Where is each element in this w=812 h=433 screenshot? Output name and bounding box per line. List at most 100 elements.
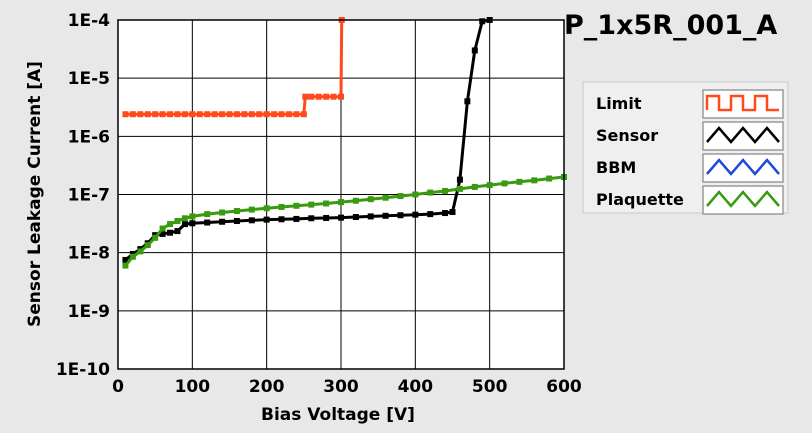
x-tick-label: 0: [112, 377, 124, 397]
data-point-plaquette: Plaquette: 60 V, 2.60e-8 A: [159, 225, 166, 232]
data-point-plaquette: Plaquette: 420 V, 1.08e-7 A: [427, 189, 434, 196]
x-tick-label: 300: [323, 377, 359, 397]
data-point-plaquette: Plaquette: 300 V, 7.40e-8 A: [338, 199, 344, 206]
data-point-plaquette: Plaquette: 480 V, 1.35e-7 A: [471, 183, 478, 190]
data-point-sensor: Sensor: 240 V, 3.80e-8 A: [293, 215, 300, 222]
x-tick-label: 500: [472, 377, 508, 397]
data-point-plaquette: Plaquette: 540 V, 1.65e-7 A: [516, 178, 523, 185]
data-point-limit: Limit: 150 V, 2.40e-6 A: [226, 111, 233, 118]
legend-label-bbm: BBM: [596, 158, 636, 177]
y-tick-label: 1E-9: [68, 302, 110, 322]
x-tick-label: 100: [175, 377, 211, 397]
data-point-sensor: Sensor: 80 V, 2.35e-8 A: [174, 228, 181, 235]
y-tick-label: 1E-8: [68, 244, 110, 264]
data-point-limit: Limit: 240 V, 2.40e-6 A: [293, 111, 300, 118]
data-point-plaquette: Plaquette: 180 V, 5.50e-8 A: [248, 206, 255, 213]
data-point-limit: Limit: 20 V, 2.40e-6 A: [129, 111, 136, 118]
data-point-limit: Limit: 120 V, 2.40e-6 A: [204, 111, 211, 118]
y-tick-label: 1E-4: [68, 11, 110, 31]
data-point-sensor: Sensor: 450 V, 5.00e-8 A: [449, 209, 456, 216]
data-point-plaquette: Plaquette: 400 V, 1.00e-7 A: [412, 191, 419, 198]
data-point-sensor: Sensor: 440 V, 4.80e-8 A: [442, 210, 449, 217]
data-point-limit: Limit: 210 V, 2.40e-6 A: [271, 111, 278, 118]
data-point-plaquette: Plaquette: 10 V, 6.00e-9 A: [122, 262, 129, 269]
data-point-sensor: Sensor: 420 V, 4.60e-8 A: [427, 211, 434, 218]
data-point-plaquette: Plaquette: 520 V, 1.55e-7 A: [501, 180, 508, 187]
x-tick-label: 400: [398, 377, 434, 397]
legend-item-bbm: BBM: [596, 153, 784, 183]
tick-labels: 0 100 200 300 400 500 600 1E-10 1E-9 1E-8 1E-7 1E-6…: [56, 11, 582, 397]
data-point-sensor: Sensor: 480 V, 3.00e-5 A: [471, 47, 478, 54]
data-point-plaquette: Plaquette: 20 V, 8.50e-9 A: [129, 253, 136, 260]
data-point-plaquette: Plaquette: 340 V, 8.30e-8 A: [367, 196, 374, 203]
data-point-limit: Limit: 290 V, 4.80e-6 A: [330, 93, 337, 100]
data-point-plaquette: Plaquette: 90 V, 3.90e-8 A: [181, 215, 188, 222]
legend-label-plaquette: Plaquette: [596, 190, 684, 209]
data-point-limit: Limit: 40 V, 2.40e-6 A: [144, 111, 151, 118]
data-point-limit: Limit: 170 V, 2.40e-6 A: [241, 111, 248, 118]
y-axis-title: Sensor Leakage Current [A]: [25, 61, 45, 327]
data-point-limit: Limit: 270 V, 4.80e-6 A: [315, 93, 322, 100]
data-point-sensor: Sensor: 180 V, 3.60e-8 A: [248, 217, 255, 224]
data-point-plaquette: Plaquette: 70 V, 3.10e-8 A: [167, 221, 174, 228]
data-point-plaquette: Plaquette: 220 V, 6.10e-8 A: [278, 203, 285, 210]
legend-glyph-plaquette: [706, 190, 780, 208]
plot-frame: [117, 19, 565, 370]
data-point-plaquette: Plaquette: 460 V, 1.25e-7 A: [456, 185, 463, 192]
legend-glyph-bbm: [706, 158, 780, 176]
data-point-plaquette: Plaquette: 100 V, 4.20e-8 A: [189, 213, 196, 220]
data-point-plaquette: Plaquette: 120 V, 4.60e-8 A: [204, 211, 211, 218]
data-point-plaquette: Plaquette: 240 V, 6.40e-8 A: [293, 202, 300, 209]
data-point-limit: Limit: 300 V, 4.80e-6 A: [338, 93, 344, 100]
data-point-sensor: Sensor: 320 V, 4.10e-8 A: [352, 214, 359, 221]
data-point-sensor: Sensor: 220 V, 3.75e-8 A: [278, 216, 285, 223]
data-point-limit: Limit: 110 V, 2.40e-6 A: [196, 111, 203, 118]
data-point-plaquette: Plaquette: 200 V, 5.80e-8 A: [263, 205, 270, 212]
data-point-sensor: Sensor: 260 V, 3.90e-8 A: [308, 215, 315, 222]
data-point-limit: Limit: 280 V, 4.80e-6 A: [323, 93, 330, 100]
data-point-limit: Limit: 70 V, 2.40e-6 A: [167, 111, 174, 118]
legend-item-plaquette: Plaquette: [596, 185, 784, 215]
data-point-sensor: Sensor: 340 V, 4.20e-8 A: [367, 213, 374, 220]
data-point-limit: Limit: 130 V, 2.40e-6 A: [211, 111, 218, 118]
data-point-limit: Limit: 160 V, 2.40e-6 A: [233, 111, 240, 118]
legend-glyph-limit: [705, 94, 779, 112]
legend-label-limit: Limit: [596, 94, 642, 113]
y-tick-label: 1E-10: [56, 360, 110, 380]
data-point-limit: Limit: 252 V, 4.80e-6 A: [302, 93, 309, 100]
data-point-limit: Limit: 50 V, 2.40e-6 A: [152, 111, 159, 118]
data-point-plaquette: Plaquette: 320 V, 7.80e-8 A: [352, 197, 359, 204]
data-point-sensor: Sensor: 60 V, 2.10e-8 A: [159, 230, 166, 237]
data-point-sensor: Sensor: 460 V, 1.80e-7 A: [456, 176, 463, 183]
data-point-limit: Limit: 140 V, 2.40e-6 A: [219, 111, 226, 118]
data-point-sensor: Sensor: 360 V, 4.30e-8 A: [382, 212, 389, 219]
data-point-sensor: Sensor: 380 V, 4.40e-8 A: [397, 212, 404, 219]
x-axis-title: Bias Voltage [V]: [261, 405, 415, 425]
data-point-plaquette: Plaquette: 440 V, 1.15e-7 A: [442, 187, 449, 194]
legend-label-sensor: Sensor: [596, 126, 658, 145]
x-tick-label: 200: [249, 377, 285, 397]
data-point-sensor: Sensor: 140 V, 3.40e-8 A: [219, 218, 226, 225]
data-point-sensor: Sensor: 300 V, 4.00e-8 A: [338, 214, 344, 221]
data-point-limit: Limit: 220 V, 2.40e-6 A: [278, 111, 285, 118]
data-point-limit: Limit: 200 V, 2.40e-6 A: [263, 111, 270, 118]
data-point-limit: Limit: 30 V, 2.40e-6 A: [137, 111, 144, 118]
data-point-plaquette: Plaquette: 30 V, 1.05e-8 A: [137, 248, 144, 255]
legend-glyph-sensor: [706, 126, 780, 144]
data-point-sensor: Sensor: 160 V, 3.50e-8 A: [233, 218, 240, 225]
data-point-plaquette: Plaquette: 500 V, 1.45e-7 A: [486, 182, 493, 189]
data-point-sensor: Sensor: 200 V, 3.70e-8 A: [263, 216, 270, 223]
data-point-sensor: Sensor: 10 V, 7.50e-9 A: [122, 256, 129, 263]
data-point-plaquette: Plaquette: 160 V, 5.20e-8 A: [233, 208, 240, 215]
data-point-limit: Limit: 80 V, 2.40e-6 A: [174, 111, 181, 118]
legend-item-limit: Limit: [596, 89, 784, 119]
data-point-plaquette: Plaquette: 380 V, 9.40e-8 A: [397, 193, 404, 200]
x-tick-label: 600: [546, 377, 582, 397]
data-point-plaquette: Plaquette: 80 V, 3.50e-8 A: [174, 218, 181, 225]
y-tick-label: 1E-5: [68, 69, 110, 89]
plot-title: P_1x5R_001_A: [564, 10, 777, 41]
data-point-sensor: Sensor: 100 V, 3.20e-8 A: [189, 220, 196, 227]
